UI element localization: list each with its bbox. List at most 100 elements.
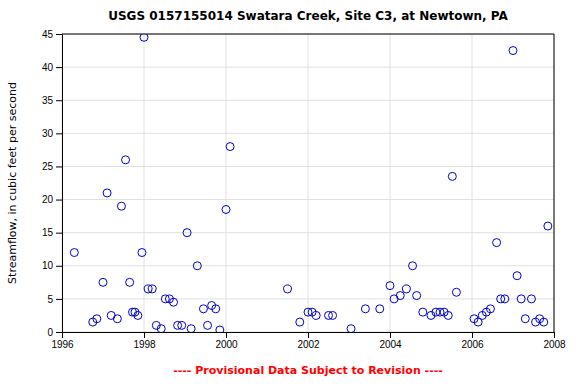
y-tick: 25 <box>42 161 62 172</box>
point <box>170 298 178 306</box>
x-tick-mark <box>390 332 391 338</box>
point <box>199 305 207 313</box>
y-tick-label: 35 <box>42 95 54 106</box>
point <box>386 282 394 290</box>
y-grid-line <box>62 265 554 266</box>
y-grid-line <box>62 232 554 233</box>
y-tick: 5 <box>47 294 62 305</box>
x-tick-label: 1996 <box>51 339 74 350</box>
point <box>517 295 525 303</box>
point <box>134 311 142 319</box>
point <box>107 311 115 319</box>
y-tick: 35 <box>42 95 62 106</box>
y-tick-label: 15 <box>42 227 54 238</box>
y-tick-mark <box>56 299 62 300</box>
y-tick-label: 10 <box>42 260 54 271</box>
point <box>347 325 355 332</box>
y-grid-line <box>62 133 554 134</box>
point <box>178 321 186 329</box>
point <box>187 325 195 332</box>
point <box>122 156 130 164</box>
point <box>540 318 548 326</box>
frame-right <box>554 34 555 332</box>
grid <box>62 34 554 332</box>
point <box>513 272 521 280</box>
y-axis-line <box>56 35 63 333</box>
x-tick-label: 1998 <box>133 339 156 350</box>
x-tick-label: 2002 <box>297 339 320 350</box>
point <box>183 229 191 237</box>
x-tick-mark <box>308 332 309 338</box>
x-tick-label: 2006 <box>461 339 484 350</box>
y-tick-label: 25 <box>42 161 54 172</box>
point <box>361 305 369 313</box>
y-tick-label: 30 <box>42 128 54 139</box>
y-tick-mark <box>56 233 62 234</box>
title: USGS 0157155014 Swatara Creek, Site C3, … <box>108 9 508 23</box>
plot: 1996199820002002200420062008051015202530… <box>42 29 566 350</box>
point <box>396 292 404 300</box>
y-tick-mark <box>56 100 62 101</box>
point <box>226 143 234 151</box>
point <box>140 34 148 41</box>
y-grid-line <box>62 199 554 200</box>
annotation: ---- Provisional Data Subject to Revisio… <box>173 364 443 377</box>
x-grid-line <box>554 34 555 332</box>
y-tick-mark <box>56 34 62 35</box>
point <box>527 295 535 303</box>
x-tick-mark <box>554 332 555 338</box>
y-tick: 30 <box>42 128 62 139</box>
x-tick: 2006 <box>461 332 484 350</box>
point <box>493 239 501 247</box>
x-tick: 2008 <box>543 332 566 350</box>
point <box>409 262 417 270</box>
x-tick-mark <box>226 332 227 338</box>
y-tick-label: 5 <box>47 294 53 305</box>
point <box>448 172 456 180</box>
point <box>509 47 517 55</box>
y-tick: 10 <box>42 260 62 271</box>
y-tick-mark <box>56 200 62 201</box>
point <box>312 311 320 319</box>
x-tick: 2004 <box>379 332 402 350</box>
point <box>138 249 146 257</box>
point <box>402 285 410 293</box>
y-tick-mark <box>56 67 62 68</box>
point <box>93 315 101 323</box>
y-grid-line <box>62 34 554 35</box>
point <box>70 249 78 257</box>
y-grid-line <box>62 67 554 68</box>
x-grid-line <box>226 34 227 332</box>
y-grid-line <box>62 298 554 299</box>
y-tick-mark <box>56 166 62 167</box>
y-grid-line <box>62 100 554 101</box>
x-tick-label: 2004 <box>379 339 402 350</box>
y-tick-mark <box>56 332 62 333</box>
x-tick: 1996 <box>51 332 74 350</box>
x-axis: 1996199820002002200420062008 <box>51 332 566 350</box>
point <box>486 305 494 313</box>
point <box>204 321 212 329</box>
y-tick-mark <box>56 133 62 134</box>
point <box>157 325 165 332</box>
point <box>501 295 509 303</box>
x-tick: 1998 <box>133 332 156 350</box>
point <box>216 326 224 332</box>
point <box>452 288 460 296</box>
point <box>376 305 384 313</box>
y-tick-label: 0 <box>47 327 53 338</box>
y-tick-label: 20 <box>42 194 54 205</box>
point <box>284 285 292 293</box>
point <box>103 189 111 197</box>
y-axis-label: Streamflow, in cubic feet per second <box>6 82 19 284</box>
point <box>193 262 201 270</box>
points <box>70 34 552 332</box>
y-tick-mark <box>56 266 62 267</box>
point <box>444 311 452 319</box>
chart: 1996199820002002200420062008051015202530… <box>0 0 576 384</box>
x-tick-mark <box>144 332 145 338</box>
point <box>544 222 552 230</box>
point <box>222 205 230 213</box>
y-tick: 40 <box>42 62 62 73</box>
x-tick: 2002 <box>297 332 320 350</box>
